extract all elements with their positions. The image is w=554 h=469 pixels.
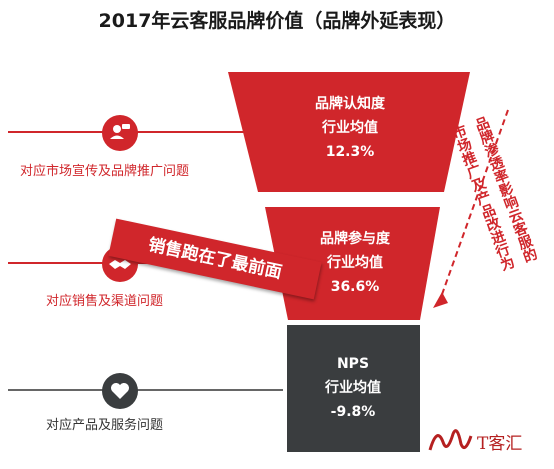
person-chat-icon xyxy=(102,115,138,151)
watermark-logo: T客汇 xyxy=(425,420,550,460)
row-1-line xyxy=(8,131,283,133)
funnel-stage-3-shape xyxy=(287,325,420,452)
row-3-label: 对应产品及服务问题 xyxy=(46,418,164,433)
row-3-line xyxy=(8,389,283,391)
funnel-stage-1-shape xyxy=(228,72,470,192)
funnel-stage-1-metric: 品牌认知度 xyxy=(315,96,385,112)
watermark-text: T客汇 xyxy=(477,434,523,454)
page-title: 2017年云客服品牌价值（品牌外延表现） xyxy=(98,10,456,32)
logo-swirl-icon xyxy=(428,429,473,451)
dashed-arrow-line xyxy=(439,109,509,301)
funnel-stage-2-text: 品牌参与度 行业均值 36.6% xyxy=(305,227,405,299)
funnel-stage-1-value: 12.3% xyxy=(325,144,375,160)
funnel-stage-2-sublabel: 行业均值 xyxy=(327,255,383,271)
heart-icon xyxy=(102,373,138,409)
funnel-stage-3-sublabel: 行业均值 xyxy=(325,380,381,396)
funnel-stage-3-text: NPS 行业均值 -9.8% xyxy=(303,352,403,424)
row-1-label: 对应市场宣传及品牌推广问题 xyxy=(20,164,190,179)
funnel-stage-2-metric: 品牌参与度 xyxy=(320,231,390,247)
funnel-stage-2-value: 36.6% xyxy=(330,279,380,295)
funnel-stage-1-text: 品牌认知度 行业均值 12.3% xyxy=(300,92,400,164)
funnel-stage-1-sublabel: 行业均值 xyxy=(322,120,378,136)
row-2-label: 对应销售及渠道问题 xyxy=(46,294,164,309)
funnel-stage-3-metric: NPS xyxy=(336,356,370,372)
arrow-head-icon xyxy=(433,292,448,308)
funnel-stage-3-value: -9.8% xyxy=(330,404,376,420)
